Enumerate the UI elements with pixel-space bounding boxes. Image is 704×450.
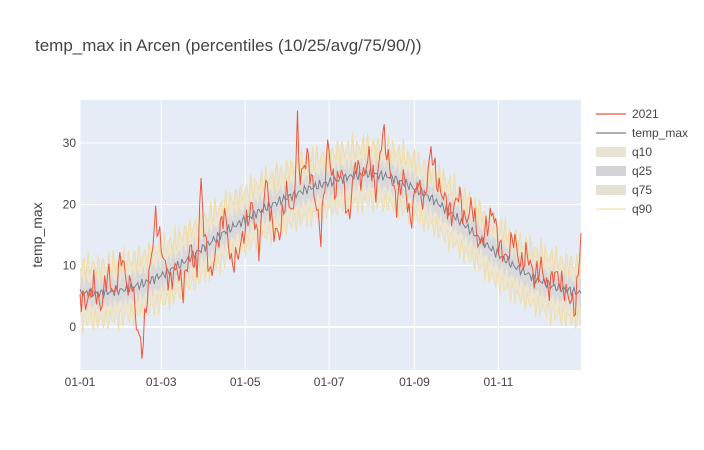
y-tick-label: 30 (63, 136, 77, 150)
legend-item-q75[interactable]: q75 (596, 183, 652, 197)
legend-item-temp-max[interactable]: temp_max (596, 126, 688, 140)
x-axis-ticks: 01-01 01-03 01-05 01-07 01-09 01-11 (65, 375, 514, 389)
plot-area[interactable] (79, 100, 582, 370)
legend-item-q10[interactable]: q10 (596, 145, 652, 159)
series-line-temp-max (79, 168, 582, 299)
legend-label: q90 (632, 202, 652, 216)
legend-item-2021[interactable]: 2021 (596, 107, 659, 121)
legend-item-q90[interactable]: q90 (596, 202, 652, 216)
series-lines (79, 110, 582, 359)
x-tick-label: 01-11 (484, 375, 514, 389)
legend-label: q10 (632, 145, 652, 159)
legend-swatch (596, 166, 626, 176)
band-q25-q75 (80, 155, 581, 313)
x-tick-label: 01-03 (146, 375, 177, 389)
y-tick-label: 20 (63, 197, 77, 211)
x-tick-label: 01-07 (314, 375, 345, 389)
legend-label: q75 (632, 183, 652, 197)
series-line-2021 (79, 110, 582, 359)
legend-item-q25[interactable]: q25 (596, 164, 652, 178)
legend-label: 2021 (632, 107, 659, 121)
legend-swatch (596, 185, 626, 195)
y-tick-label: 10 (63, 259, 77, 273)
legend-label: q25 (632, 164, 652, 178)
x-tick-label: 01-01 (65, 375, 96, 389)
y-axis-label: temp_max (29, 202, 45, 267)
legend[interactable]: 2021 temp_max q10 q25 q75 q90 (596, 107, 688, 216)
series-line-q10-edge (79, 190, 582, 334)
legend-label: temp_max (632, 126, 688, 140)
x-tick-label: 01-09 (399, 375, 430, 389)
y-tick-label: 0 (69, 320, 76, 334)
chart-title: temp_max in Arcen (percentiles (10/25/av… (35, 36, 421, 55)
y-axis-ticks: 0 10 20 30 (63, 136, 77, 334)
legend-swatch (596, 147, 626, 157)
x-tick-label: 01-05 (230, 375, 261, 389)
